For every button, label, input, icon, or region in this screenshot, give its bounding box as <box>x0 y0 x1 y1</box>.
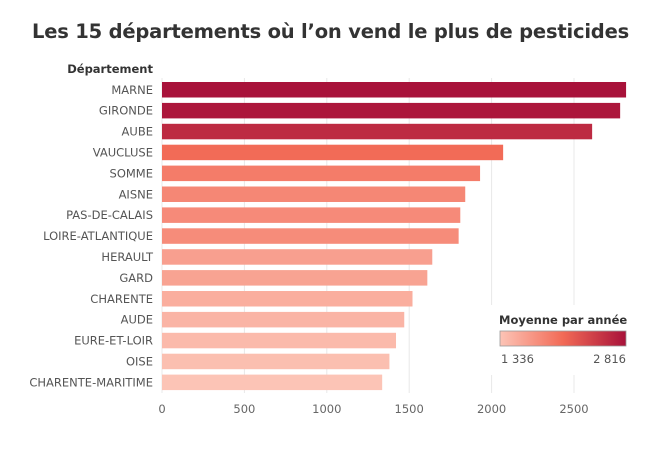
bar[interactable] <box>162 102 621 119</box>
category-label: VAUCLUSE <box>93 145 153 159</box>
bar[interactable] <box>162 228 459 244</box>
category-label: LOIRE-ATLANTIQUE <box>43 229 153 243</box>
category-label: AISNE <box>119 187 153 201</box>
x-tick-label: 1000 <box>312 402 341 416</box>
color-legend: Moyenne par année 1 336 2 816 <box>485 305 645 375</box>
category-labels: MARNE GIRONDE AUBE VAUCLUSE SOMME AISNE PAS-DE… <box>29 83 154 390</box>
bar[interactable] <box>162 186 466 203</box>
category-label: OISE <box>126 354 153 368</box>
category-label: GIRONDE <box>99 104 153 118</box>
category-label: AUDE <box>121 313 153 327</box>
category-label: EURE-ET-LOIR <box>74 334 153 348</box>
category-label: CHARENTE-MARITIME <box>29 375 153 389</box>
legend-gradient-bar <box>499 330 627 347</box>
category-label: CHARENTE <box>90 292 153 306</box>
y-axis-title: Département <box>67 62 153 76</box>
category-label: AUBE <box>122 125 153 139</box>
bars <box>162 82 627 391</box>
bar[interactable] <box>162 144 504 161</box>
legend-min-label: 1 336 <box>501 352 534 366</box>
legend-max-label: 2 816 <box>593 352 626 366</box>
category-label: PAS-DE-CALAIS <box>66 208 153 222</box>
bar[interactable] <box>162 353 390 370</box>
category-label: MARNE <box>111 83 153 97</box>
x-axis-ticks: 0 500 1000 1500 2000 2500 <box>158 402 588 416</box>
bar[interactable] <box>162 249 433 265</box>
bar[interactable] <box>162 82 627 98</box>
x-tick-label: 500 <box>233 402 255 416</box>
bar[interactable] <box>162 207 461 223</box>
bar[interactable] <box>162 165 481 182</box>
legend-title: Moyenne par année <box>499 313 627 327</box>
category-label: SOMME <box>110 166 153 180</box>
category-label: GARD <box>119 271 153 285</box>
bar[interactable] <box>162 123 593 140</box>
bar[interactable] <box>162 374 383 391</box>
x-tick-label: 1500 <box>395 402 424 416</box>
category-label: HERAULT <box>101 250 154 264</box>
chart-title: Les 15 départements où l’on vend le plus… <box>32 20 629 43</box>
bar[interactable] <box>162 270 428 286</box>
bar[interactable] <box>162 332 397 349</box>
x-tick-label: 2500 <box>559 402 588 416</box>
bar[interactable] <box>162 291 413 307</box>
x-tick-label: 0 <box>158 402 165 416</box>
x-tick-label: 2000 <box>477 402 506 416</box>
bar[interactable] <box>162 311 405 328</box>
